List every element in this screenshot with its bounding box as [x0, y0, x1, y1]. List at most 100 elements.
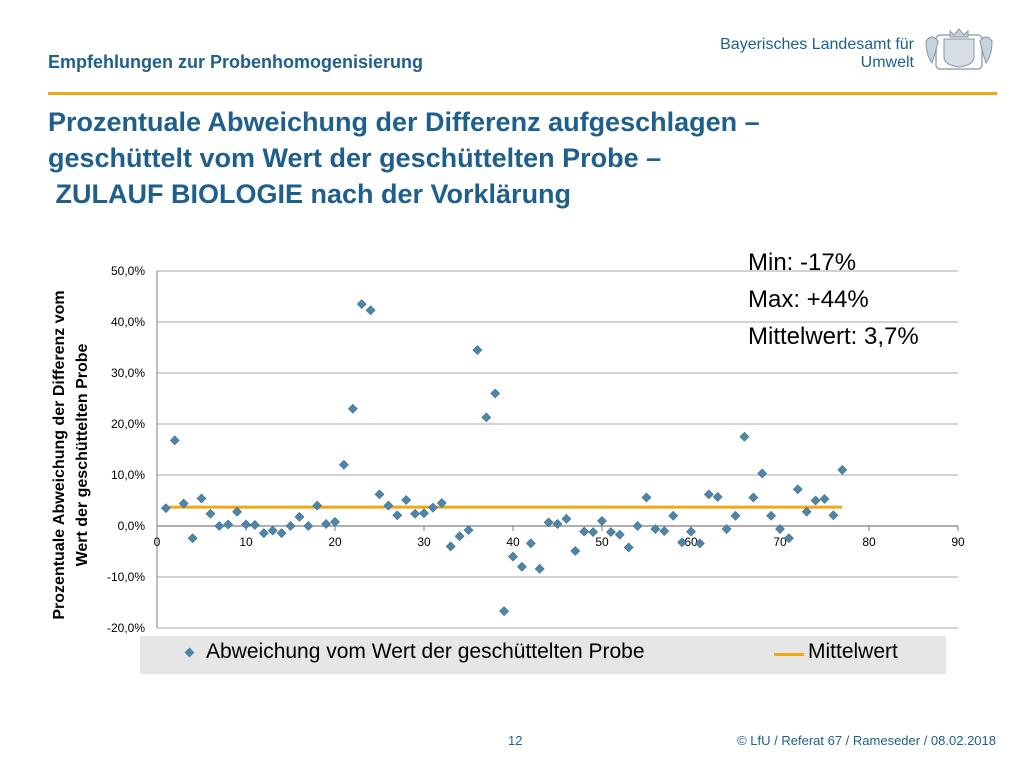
- data-point: [383, 500, 394, 511]
- data-point: [632, 521, 643, 531]
- data-point: [668, 510, 679, 521]
- data-point: [837, 464, 848, 475]
- data-point: [534, 563, 545, 574]
- data-point: [570, 546, 581, 556]
- slide-title-line1: Prozentuale Abweichung der Differenz auf…: [48, 107, 760, 137]
- data-point: [597, 515, 607, 526]
- data-point: [659, 526, 670, 537]
- data-point: [241, 519, 251, 530]
- data-point: [169, 435, 180, 446]
- data-point: [677, 537, 688, 548]
- y-tick-label: -20,0%: [107, 621, 145, 635]
- x-tick-label: 30: [417, 535, 431, 549]
- data-point: [730, 510, 741, 521]
- y-axis-label-line2: Wert der geschüttelten Probe: [74, 343, 91, 566]
- stat-min: Min: -17%: [748, 249, 857, 276]
- x-tick-label: 50: [595, 535, 609, 549]
- y-tick-label: 0,0%: [118, 519, 146, 533]
- x-tick-label: 20: [328, 535, 342, 549]
- legend-diamond-icon: [184, 647, 195, 658]
- data-point: [721, 524, 732, 534]
- data-point: [445, 541, 456, 552]
- data-point: [419, 508, 429, 519]
- slide-title: Prozentuale Abweichung der Differenz auf…: [48, 104, 968, 212]
- data-point: [196, 493, 207, 504]
- data-point: [312, 500, 323, 511]
- data-point: [783, 533, 794, 544]
- x-tick-label: 0: [154, 535, 161, 549]
- slide-title-line2: geschüttelt vom Wert der geschüttelten P…: [48, 143, 662, 173]
- data-point: [303, 521, 314, 531]
- org-name-line2: Umwelt: [860, 54, 914, 71]
- data-point: [641, 492, 652, 503]
- data-point: [516, 561, 527, 572]
- data-point: [650, 524, 661, 534]
- data-point: [356, 299, 367, 310]
- x-tick-label: 60: [684, 535, 698, 549]
- data-point: [712, 492, 723, 502]
- stat-mean: Mittelwert: 3,7%: [748, 323, 919, 350]
- bavarian-crest-icon: [925, 28, 993, 70]
- data-point: [792, 484, 803, 495]
- data-point: [525, 538, 536, 549]
- header-divider: [48, 92, 997, 95]
- data-point: [427, 502, 438, 513]
- x-tick-label: 90: [951, 535, 965, 549]
- legend-item-series: Abweichung vom Wert der geschüttelten Pr…: [206, 640, 645, 663]
- data-point: [374, 489, 385, 500]
- x-tick-label: 10: [239, 535, 253, 549]
- data-point: [330, 516, 340, 527]
- x-tick-label: 70: [773, 535, 787, 549]
- data-point: [258, 528, 269, 539]
- data-point: [801, 506, 812, 517]
- data-point: [739, 431, 750, 442]
- data-point: [267, 525, 278, 536]
- data-point: [321, 519, 332, 529]
- y-axis-label-line1: Prozentuale Abweichung der Differenz vom: [51, 290, 68, 619]
- data-point: [828, 510, 839, 521]
- y-tick-label: 30,0%: [111, 366, 145, 380]
- data-point: [766, 510, 777, 521]
- data-point: [561, 513, 572, 524]
- data-point: [623, 542, 634, 553]
- org-name: Bayerisches Landesamt für Umwelt: [720, 36, 914, 72]
- y-tick-label: 40,0%: [111, 315, 145, 329]
- legend-line-icon: [774, 653, 804, 656]
- data-point: [579, 526, 590, 537]
- data-point: [249, 520, 260, 530]
- data-point: [543, 517, 554, 528]
- data-point: [686, 526, 696, 537]
- data-point: [605, 527, 616, 538]
- y-tick-label: 20,0%: [111, 417, 145, 431]
- stats-box: Min: -17% Max: +44% Mittelwert: 3,7%: [748, 244, 919, 355]
- data-point: [703, 489, 714, 500]
- data-point: [223, 519, 234, 530]
- chart-legend: Abweichung vom Wert der geschüttelten Pr…: [140, 636, 946, 674]
- data-point: [810, 495, 821, 506]
- page-number: 12: [508, 733, 523, 748]
- data-point: [508, 551, 518, 562]
- data-point: [481, 412, 492, 423]
- data-point: [819, 494, 830, 504]
- data-point: [552, 519, 563, 529]
- data-point: [463, 525, 474, 536]
- data-point: [205, 508, 216, 519]
- legend-item-mean: Mittelwert: [808, 640, 898, 663]
- y-tick-label: 10,0%: [111, 468, 145, 482]
- x-tick-label: 80: [862, 535, 876, 549]
- data-point: [490, 388, 501, 399]
- data-point: [757, 468, 768, 479]
- data-point: [160, 503, 171, 514]
- data-point: [232, 506, 243, 517]
- data-point: [187, 533, 198, 544]
- data-point: [276, 528, 287, 539]
- data-point: [285, 521, 296, 531]
- data-point: [454, 531, 465, 542]
- data-point: [775, 524, 785, 534]
- data-point: [294, 511, 305, 522]
- data-point: [392, 510, 403, 521]
- data-point: [748, 492, 759, 503]
- data-point: [436, 498, 447, 508]
- data-point: [694, 538, 705, 549]
